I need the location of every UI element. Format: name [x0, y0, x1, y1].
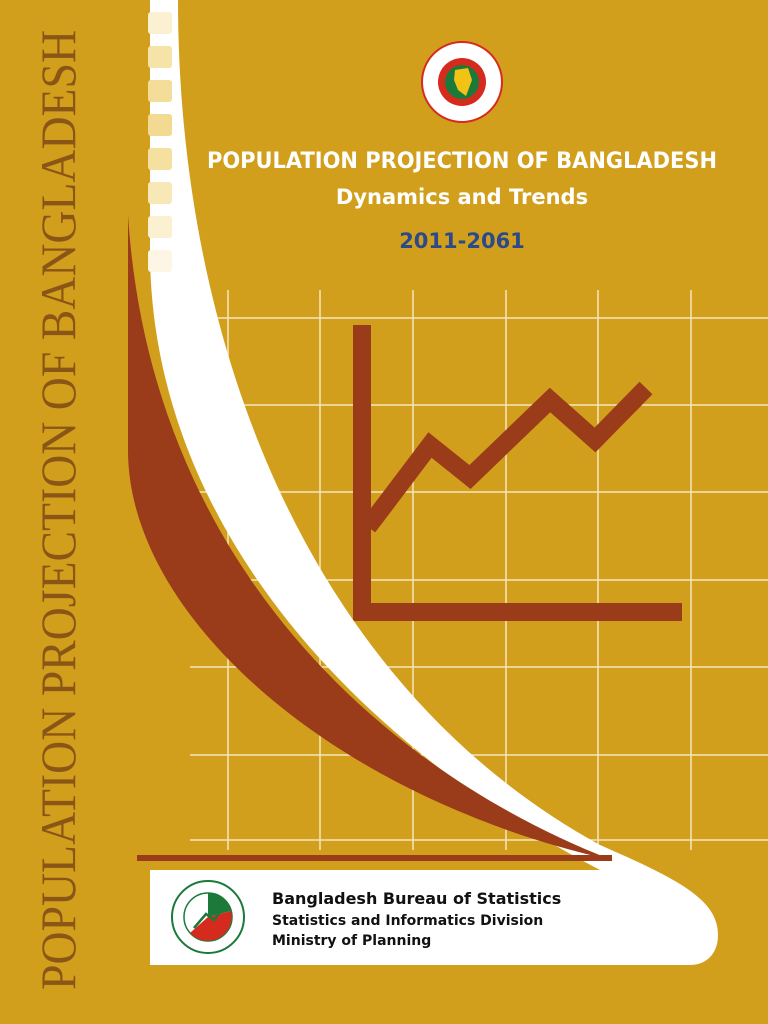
film-strip	[148, 12, 172, 272]
bbs-logo	[171, 880, 245, 954]
brown-swoosh	[128, 215, 612, 860]
subtitle: Dynamics and Trends	[336, 185, 588, 209]
org-line: Bangladesh Bureau of Statistics	[272, 889, 561, 908]
left-band	[0, 0, 150, 1024]
org-line: Statistics and Informatics Division	[272, 913, 543, 929]
white-swoosh	[137, 0, 718, 965]
spine-title: POPULATION PROJECTION OF BANGLADESH	[30, 30, 86, 990]
title: POPULATION PROJECTION OF BANGLADESH	[207, 149, 717, 174]
decorative-chart	[353, 325, 682, 621]
org-line: Ministry of Planning	[272, 933, 431, 949]
years: 2011-2061	[399, 229, 525, 253]
brown-line	[137, 855, 612, 861]
govt-logo	[421, 41, 503, 123]
